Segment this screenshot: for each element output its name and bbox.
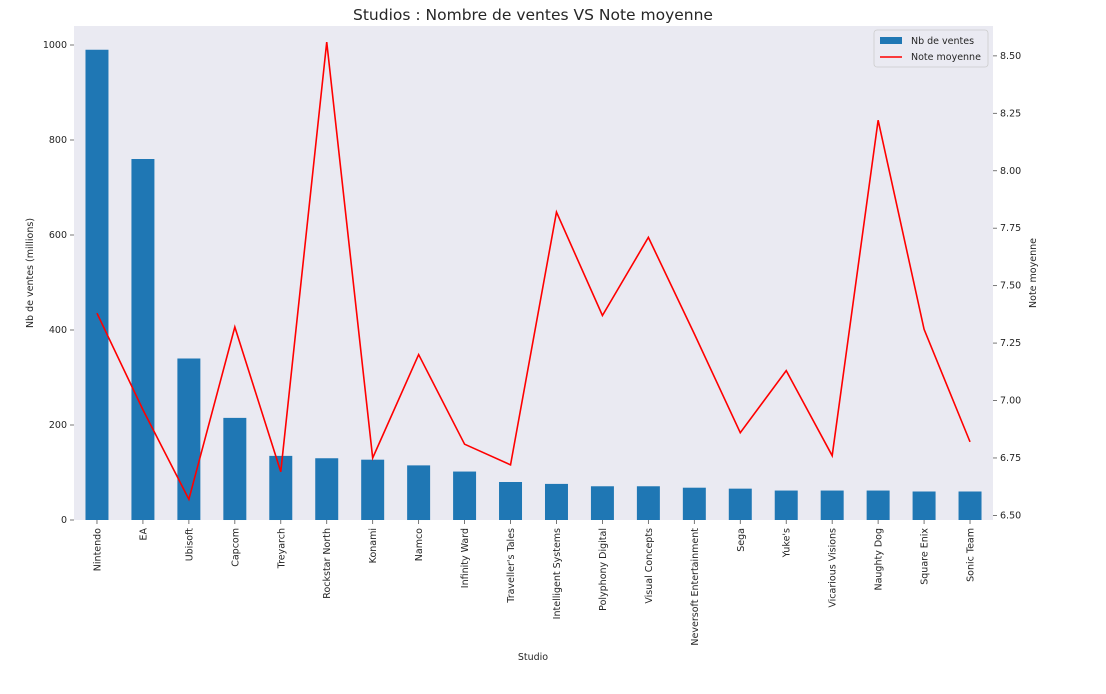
y-tick-label: 800 xyxy=(49,135,67,146)
x-tick-label: Sega xyxy=(736,528,747,552)
bar-nintendo xyxy=(85,49,109,520)
bar-ea xyxy=(131,159,155,520)
bar-rockstar-north xyxy=(315,458,339,520)
legend-label-bar: Nb de ventes xyxy=(911,36,974,47)
bar-ubisoft xyxy=(177,358,201,520)
bar-yuke-s xyxy=(774,490,798,520)
y2-tick-label: 7.25 xyxy=(1000,338,1021,349)
y2-tick-label: 8.25 xyxy=(1000,108,1021,119)
bar-traveller-s-tales xyxy=(499,482,523,520)
y2-tick-label: 6.50 xyxy=(1000,510,1021,521)
y2-tick-label: 6.75 xyxy=(1000,453,1021,464)
bar-konami xyxy=(361,459,385,520)
bar-vicarious-visions xyxy=(820,490,844,520)
bar-series xyxy=(85,49,982,521)
y2-tick-label: 7.00 xyxy=(1000,396,1021,407)
x-tick-label: Vicarious Visions xyxy=(828,528,839,608)
x-axis-label: Studio xyxy=(518,652,548,663)
y-axis-label: Nb de ventes (millions) xyxy=(25,218,36,328)
x-axis-ticks: Nintendo EA Ubisoft Capcom Treyarch Rockstar … xyxy=(92,520,977,646)
y-tick-label: 0 xyxy=(61,515,67,526)
x-tick-label: Konami xyxy=(368,528,379,563)
x-tick-label: Naughty Dog xyxy=(874,528,885,591)
bar-namco xyxy=(407,465,431,521)
legend-swatch-bar xyxy=(880,37,902,44)
y2-tick-label: 7.75 xyxy=(1000,223,1021,234)
x-tick-label: Rockstar North xyxy=(322,528,333,599)
x-tick-label: Infinity Ward xyxy=(460,528,471,588)
x-tick-label: Treyarch xyxy=(276,528,287,569)
y-tick-label: 600 xyxy=(49,230,67,241)
bar-neversoft-entertainment xyxy=(682,487,706,520)
y2-axis-label: Note moyenne xyxy=(1028,238,1039,308)
bar-capcom xyxy=(223,417,247,521)
chart-title: Studios : Nombre de ventes VS Note moyen… xyxy=(353,6,713,24)
legend: Nb de ventes Note moyenne xyxy=(873,29,989,68)
x-tick-label: Polyphony Digital xyxy=(598,528,609,611)
bar-square-enix xyxy=(912,491,936,520)
y-axis-ticks: 0 200 400 600 800 1000 xyxy=(43,40,74,526)
x-tick-label: Traveller's Tales xyxy=(506,528,517,604)
x-tick-label: Sonic Team xyxy=(966,528,977,582)
line-series-note-moyenne xyxy=(96,41,971,502)
y2-tick-label: 8.00 xyxy=(1000,166,1021,177)
y-tick-label: 1000 xyxy=(43,40,67,51)
legend-label-line: Note moyenne xyxy=(911,52,981,63)
y-tick-label: 400 xyxy=(49,325,67,336)
x-tick-label: Capcom xyxy=(230,528,241,567)
bar-intelligent-systems xyxy=(544,483,568,520)
x-tick-label: Neversoft Entertainment xyxy=(690,528,701,646)
plot-area xyxy=(74,26,993,520)
y2-axis-ticks: 6.50 6.75 7.00 7.25 7.50 7.75 8.00 8.25 8.50 xyxy=(993,51,1021,521)
x-tick-label: Yuke's xyxy=(782,528,793,558)
y2-tick-label: 7.50 xyxy=(1000,281,1021,292)
x-tick-label: Ubisoft xyxy=(184,528,195,562)
legend-box xyxy=(873,29,989,68)
x-tick-label: Nintendo xyxy=(92,528,103,571)
bar-infinity-ward xyxy=(453,471,477,520)
bar-treyarch xyxy=(269,455,293,521)
x-tick-label: Visual Concepts xyxy=(644,528,655,604)
x-tick-label: Square Enix xyxy=(920,528,931,585)
x-tick-label: Namco xyxy=(414,528,425,561)
y2-tick-label: 8.50 xyxy=(1000,51,1021,62)
bar-naughty-dog xyxy=(866,490,890,520)
bar-sega xyxy=(728,488,752,520)
bar-visual-concepts xyxy=(636,486,660,520)
x-tick-label: Intelligent Systems xyxy=(552,528,563,619)
bar-sonic-team xyxy=(958,491,982,520)
y-tick-label: 200 xyxy=(49,420,67,431)
x-tick-label: EA xyxy=(138,528,149,541)
bar-polyphony-digital xyxy=(590,486,614,520)
